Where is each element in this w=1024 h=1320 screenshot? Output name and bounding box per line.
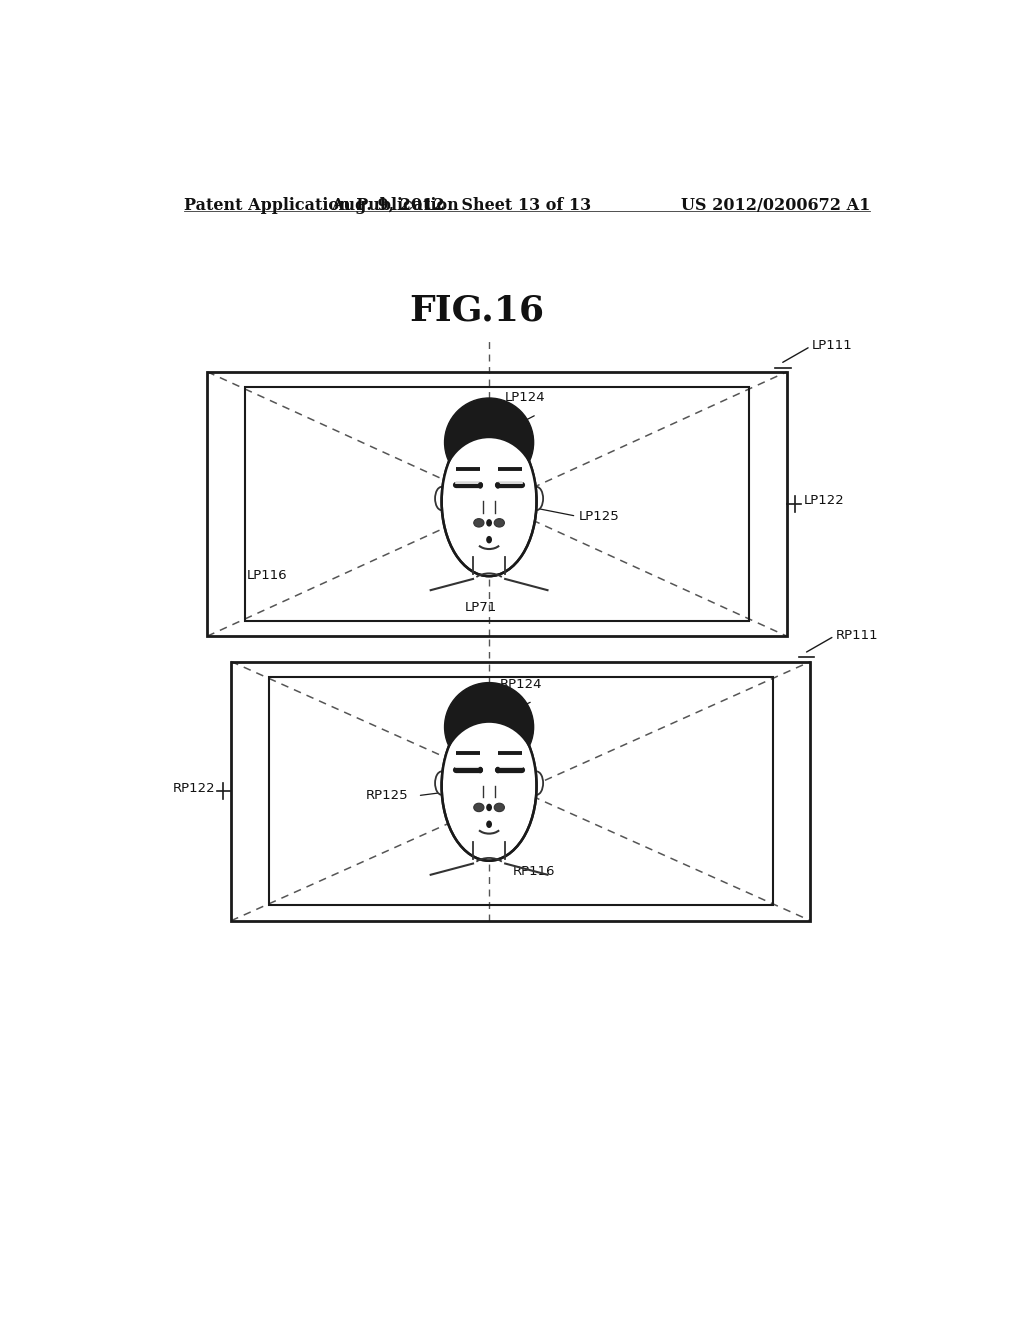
- Text: RP111: RP111: [836, 628, 879, 642]
- Circle shape: [478, 482, 483, 488]
- Ellipse shape: [495, 804, 505, 812]
- Text: LP122: LP122: [804, 495, 845, 507]
- Ellipse shape: [435, 487, 449, 511]
- Ellipse shape: [443, 438, 535, 536]
- Text: LP125: LP125: [579, 510, 620, 523]
- Ellipse shape: [441, 711, 537, 861]
- Ellipse shape: [474, 804, 484, 812]
- Ellipse shape: [530, 771, 543, 795]
- Ellipse shape: [444, 682, 534, 771]
- Ellipse shape: [444, 399, 534, 487]
- Text: LP124: LP124: [505, 391, 545, 404]
- Bar: [207, 372, 786, 636]
- Ellipse shape: [530, 487, 543, 511]
- Circle shape: [486, 821, 492, 828]
- Bar: [246, 387, 750, 620]
- Text: Patent Application Publication: Patent Application Publication: [183, 197, 459, 214]
- Text: US 2012/0200672 A1: US 2012/0200672 A1: [681, 197, 870, 214]
- Ellipse shape: [441, 426, 537, 576]
- Circle shape: [496, 482, 501, 488]
- Circle shape: [478, 767, 483, 774]
- Ellipse shape: [443, 723, 535, 821]
- Ellipse shape: [474, 519, 484, 527]
- Circle shape: [486, 536, 492, 544]
- Text: RP122: RP122: [173, 781, 215, 795]
- Ellipse shape: [435, 771, 449, 795]
- Circle shape: [486, 804, 492, 812]
- Bar: [269, 677, 773, 906]
- Bar: [231, 661, 811, 921]
- Ellipse shape: [495, 519, 505, 527]
- Circle shape: [486, 519, 492, 527]
- Text: Aug. 9, 2012   Sheet 13 of 13: Aug. 9, 2012 Sheet 13 of 13: [331, 197, 592, 214]
- Text: LP111: LP111: [812, 339, 853, 352]
- Text: FIG.16: FIG.16: [410, 294, 545, 327]
- Text: RP124: RP124: [500, 678, 542, 690]
- Text: LP116: LP116: [247, 569, 288, 582]
- Text: RP116: RP116: [513, 866, 555, 878]
- Text: LP71: LP71: [465, 601, 498, 614]
- Text: RP125: RP125: [367, 789, 409, 803]
- Circle shape: [496, 767, 501, 774]
